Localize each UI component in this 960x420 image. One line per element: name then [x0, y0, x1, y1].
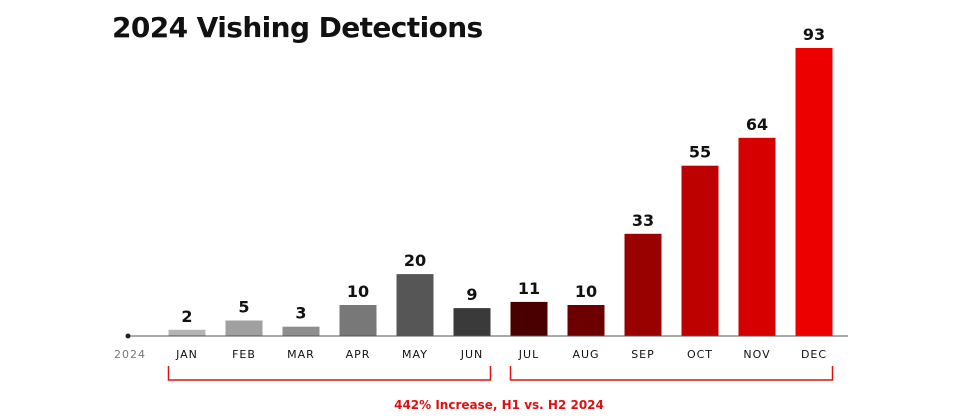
bar-may	[396, 274, 434, 336]
month-label-jan: JAN	[175, 348, 198, 361]
value-label-nov: 64	[746, 115, 768, 134]
month-label-sep: SEP	[631, 348, 655, 361]
month-label-oct: OCT	[687, 348, 713, 361]
month-label-jun: JUN	[460, 348, 484, 361]
bar-aug	[567, 305, 605, 336]
month-label-dec: DEC	[801, 348, 827, 361]
bar-sep	[624, 233, 662, 336]
bar-jul	[510, 301, 548, 336]
bar-jan	[168, 329, 206, 336]
value-label-oct: 55	[689, 143, 711, 162]
bar-feb	[225, 320, 263, 336]
month-label-nov: NOV	[743, 348, 770, 361]
value-label-jul: 11	[518, 279, 540, 298]
value-label-aug: 10	[575, 282, 597, 301]
bar-nov	[738, 137, 776, 336]
bar-dec	[795, 48, 833, 336]
bar-jun	[453, 308, 491, 336]
month-label-aug: AUG	[572, 348, 599, 361]
axis-origin-dot	[125, 333, 131, 339]
increase-annotation: 442% Increase, H1 vs. H2 2024	[394, 398, 604, 412]
month-label-may: MAY	[402, 348, 428, 361]
bar-mar	[282, 326, 320, 336]
month-label-feb: FEB	[232, 348, 256, 361]
month-labels-layer: JAN FEB MAR APR MAY JUN JUL AUG SEP OCT NOV DEC	[175, 348, 827, 361]
value-label-mar: 3	[295, 304, 306, 323]
value-label-jan: 2	[181, 307, 192, 326]
month-label-apr: APR	[346, 348, 371, 361]
year-label: 2024	[114, 348, 146, 361]
value-label-feb: 5	[238, 298, 249, 317]
value-label-may: 20	[404, 251, 426, 270]
bracket-layer	[167, 366, 834, 381]
value-label-jun: 9	[466, 285, 477, 304]
month-label-jul: JUL	[518, 348, 539, 361]
bars-layer	[168, 48, 833, 336]
value-label-sep: 33	[632, 211, 654, 230]
value-labels-layer: 2 5 3 10 20 9 11 10 33 55 64 93	[181, 25, 825, 326]
month-label-mar: MAR	[287, 348, 315, 361]
bar-apr	[339, 305, 377, 336]
bracket-h2	[509, 366, 834, 381]
value-label-dec: 93	[803, 25, 825, 44]
bar-oct	[681, 165, 719, 336]
value-label-apr: 10	[347, 282, 369, 301]
bracket-h1	[167, 366, 492, 381]
chart-title: 2024 Vishing Detections	[112, 11, 483, 44]
